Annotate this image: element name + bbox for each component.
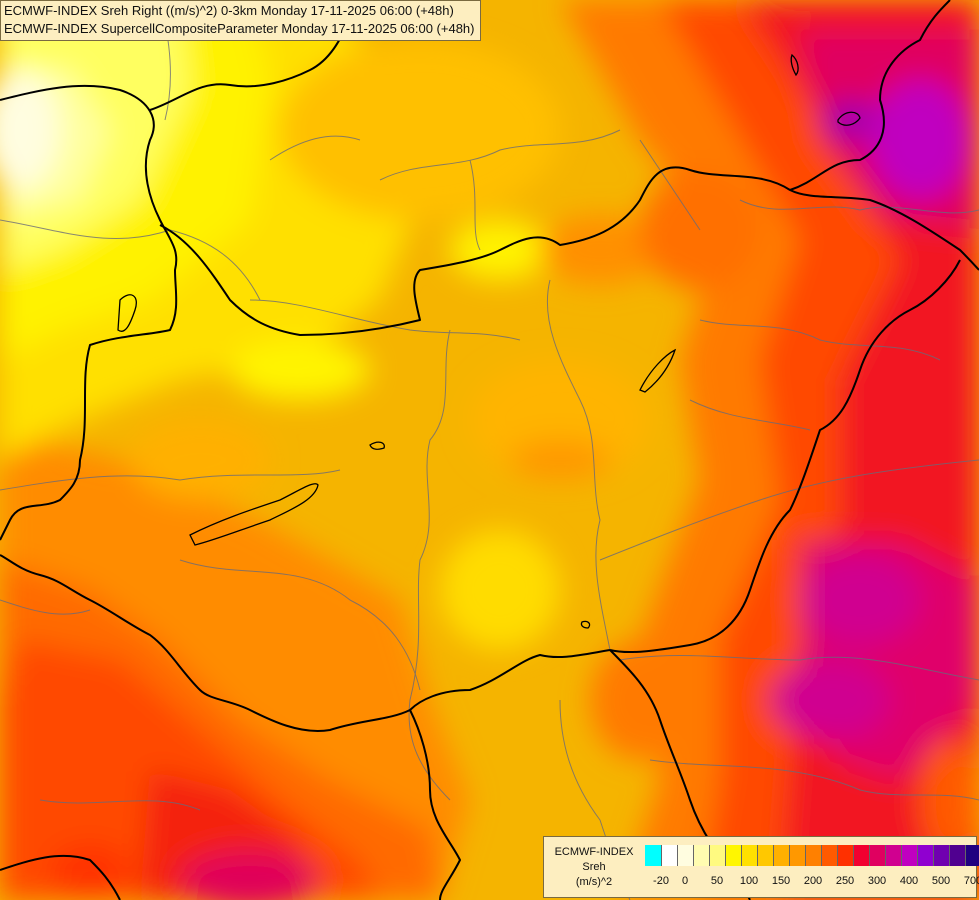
legend-tick-label: 0 [681,875,689,887]
title-line-sreh: ECMWF-INDEX Sreh Right ((m/s)^2) 0-3km M… [4,3,454,18]
legend-swatch [869,845,885,866]
legend-swatch [709,845,725,866]
legend-swatch [757,845,773,866]
legend-swatch [837,845,853,866]
legend-swatch [805,845,821,866]
legend-title: ECMWF-INDEX Sreh (m/s)^2 [546,845,642,890]
legend-tick-label: 700 [963,875,979,887]
legend-tick-label: 200 [803,875,823,887]
legend-swatch [773,845,789,866]
legend-swatches [645,845,979,866]
legend-swatch [821,845,837,866]
legend-tick-label: 100 [739,875,759,887]
legend-swatch [965,845,979,866]
legend-swatch [741,845,757,866]
lakes [117,53,861,629]
legend-swatch [933,845,949,866]
legend-title-line: ECMWF-INDEX [554,846,634,858]
legend-swatch [661,845,677,866]
legend-swatch [949,845,965,866]
legend-tick-label: 250 [835,875,855,887]
legend-tick-label: 400 [899,875,919,887]
legend-swatch [725,845,741,866]
legend-tick-label: 150 [771,875,791,887]
map-title: ECMWF-INDEX Sreh Right ((m/s)^2) 0-3km M… [0,0,481,41]
legend-tick-label: 50 [710,875,724,887]
legend-swatch [789,845,805,866]
legend-ticks: -20 0 50 100 150 200 250 300 400 500 700 [645,875,979,889]
color-legend: ECMWF-INDEX Sreh (m/s)^2 -20 0 50 100 150 200… [543,836,979,898]
legend-swatch [677,845,693,866]
legend-title-line: (m/s)^2 [575,876,613,888]
legend-tick-label: -20 [653,875,669,887]
legend-swatch [645,845,661,866]
legend-tick-label: 300 [867,875,887,887]
title-line-scp: ECMWF-INDEX SupercellCompositeParameter … [4,21,475,36]
legend-swatch [693,845,709,866]
legend-swatch [901,845,917,866]
legend-title-line: Sreh [582,861,606,873]
legend-swatch [917,845,933,866]
legend-swatch [885,845,901,866]
legend-swatch [853,845,869,866]
legend-tick-label: 500 [931,875,951,887]
